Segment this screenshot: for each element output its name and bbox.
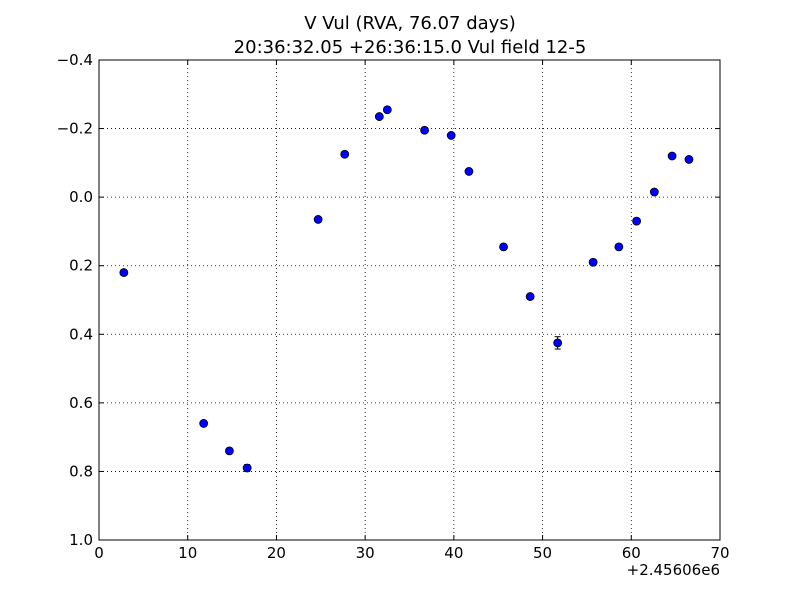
data-point (382, 105, 392, 115)
y-tick-label: 0.0 (69, 188, 93, 206)
x-tick-label: 60 (622, 544, 641, 562)
y-tick-label: 0.8 (69, 462, 93, 480)
data-point (313, 215, 323, 224)
grid-lines (99, 60, 720, 540)
data-point (553, 338, 563, 348)
data-point (614, 242, 624, 252)
data-point (464, 167, 474, 176)
chart-subtitle: 20:36:32.05 +26:36:15.0 Vul field 12-5 (234, 37, 587, 58)
data-point (525, 292, 535, 301)
data-point (684, 155, 694, 164)
x-tick-labels: 0 10 20 30 40 50 60 70 (94, 544, 729, 562)
plot-frame (98, 59, 721, 541)
y-tick-label: 0.6 (69, 394, 93, 412)
data-point (225, 446, 234, 456)
data-point (420, 125, 429, 135)
data-points (119, 105, 694, 473)
data-point (374, 112, 384, 121)
y-tick-label: 0.2 (69, 257, 93, 275)
data-point (242, 463, 252, 473)
x-tick-label: 10 (178, 544, 197, 562)
x-tick-label: 0 (94, 544, 104, 562)
axis-ticks (98, 59, 721, 541)
x-tick-label: 20 (267, 544, 286, 562)
data-point (199, 419, 209, 428)
data-point (340, 149, 350, 159)
data-point (649, 187, 659, 197)
x-tick-label: 40 (444, 544, 463, 562)
data-point (588, 257, 598, 267)
data-point (446, 131, 456, 140)
x-tick-label: 30 (356, 544, 375, 562)
data-point (119, 268, 129, 277)
chart-title: V Vul (RVA, 76.07 days) (304, 13, 515, 34)
data-point (499, 242, 508, 252)
error-bars (120, 107, 692, 472)
y-tick-label: −0.2 (57, 120, 93, 138)
y-tick-label: 1.0 (69, 531, 93, 549)
y-tick-labels: −0.4 −0.2 0.0 0.2 0.4 0.6 0.8 1.0 (57, 51, 93, 549)
x-tick-label: 70 (710, 544, 729, 562)
y-tick-label: −0.4 (57, 51, 93, 69)
data-point (667, 151, 677, 161)
x-tick-label: 50 (533, 544, 552, 562)
data-point (632, 216, 642, 226)
x-offset-label: +2.45606e6 (627, 561, 720, 579)
y-tick-label: 0.4 (69, 325, 93, 343)
